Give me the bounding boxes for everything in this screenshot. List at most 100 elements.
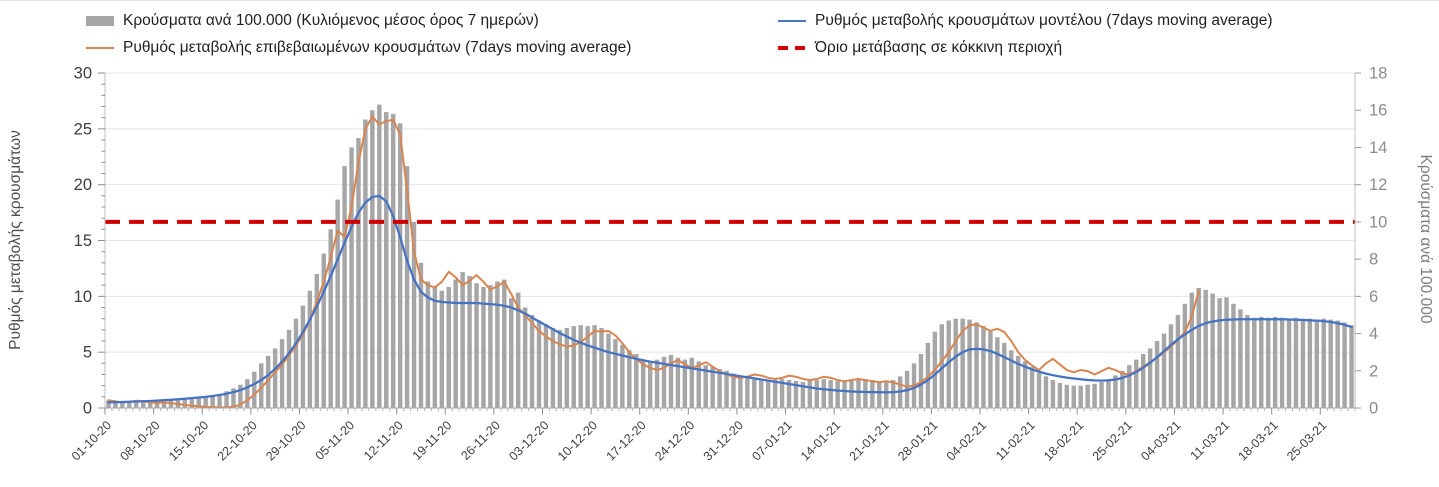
x-tick-label: 29-10-20 [263, 418, 308, 463]
bar [529, 314, 535, 408]
bar [467, 275, 472, 408]
bar [564, 327, 570, 408]
bar [404, 166, 410, 408]
series-line [107, 194, 1353, 404]
bar [1092, 383, 1097, 408]
bar [765, 381, 771, 408]
bar [1106, 379, 1111, 408]
x-tick-label: 14-01-21 [798, 418, 843, 463]
bar [217, 394, 222, 408]
bar [349, 147, 354, 408]
x-tick-label: 18-02-21 [1041, 418, 1086, 463]
bar [265, 355, 271, 408]
bar [1161, 333, 1167, 408]
bar [384, 112, 389, 408]
bar [1134, 359, 1139, 408]
x-tick-label: 01-10-20 [69, 418, 114, 463]
left-tick-label: 0 [83, 400, 92, 418]
bar [1252, 317, 1257, 408]
bar [238, 384, 243, 408]
bar [988, 331, 993, 408]
legend-item-model-rate: Ρυθμός μεταβολής κρουσμάτων μοντέλου (7d… [778, 11, 1273, 31]
bar [1231, 303, 1236, 408]
bar [585, 326, 590, 408]
right-tick-label: 16 [1369, 102, 1387, 120]
bar [1293, 317, 1299, 408]
bar [884, 381, 889, 408]
bar [363, 119, 368, 408]
bar [1349, 325, 1354, 408]
x-tick-label: 31-12-20 [701, 418, 746, 463]
right-tick-label: 4 [1369, 325, 1378, 343]
left-tick-label: 30 [74, 65, 92, 83]
bar [967, 319, 972, 408]
right-tick-label: 12 [1369, 176, 1387, 194]
bar [488, 285, 493, 408]
bar [245, 379, 250, 408]
x-tick-label: 05-11-20 [313, 418, 358, 463]
bar [1182, 303, 1188, 408]
bar [543, 324, 549, 408]
x-tick-label: 19-11-20 [410, 418, 455, 463]
bar [418, 262, 424, 408]
bar [1009, 350, 1014, 408]
bar [1064, 384, 1070, 408]
bar [272, 348, 278, 408]
bar [1300, 318, 1306, 408]
bar [689, 357, 695, 408]
model-rate-line-series [107, 194, 1353, 404]
x-tick-label: 04-03-21 [1138, 418, 1183, 463]
bar [252, 371, 257, 408]
bar [786, 380, 792, 408]
x-tick-label: 21-01-21 [847, 418, 892, 463]
bar [620, 344, 625, 408]
bar [550, 327, 556, 408]
x-tick-label: 12-11-20 [361, 418, 406, 463]
bar [481, 287, 486, 408]
bar [606, 333, 611, 408]
bar [717, 368, 722, 408]
axes [98, 72, 1361, 415]
bar [1113, 375, 1118, 408]
confirmed-rate-line-series [107, 115, 1200, 409]
bar [738, 376, 743, 408]
bar [168, 400, 174, 408]
bar [1321, 318, 1326, 408]
bar [147, 400, 153, 408]
legend-label: Κρούσματα ανά 100.000 (Κυλιόμενος μέσος … [123, 12, 539, 29]
bar [460, 272, 465, 408]
bar [752, 379, 757, 408]
bar [696, 361, 701, 408]
bar [370, 110, 375, 408]
bar [1203, 289, 1208, 408]
bar [682, 359, 688, 408]
x-tick-label: 25-02-21 [1090, 418, 1135, 463]
bar [127, 400, 132, 408]
bar [300, 305, 306, 408]
bar [946, 320, 951, 408]
bar [1120, 370, 1125, 408]
bar [432, 287, 438, 408]
legend-item-red-threshold: Όριο μετάβασης σε κόκκινη περιοχή [778, 38, 1062, 58]
left-tick-label: 5 [83, 344, 92, 362]
bar [745, 378, 750, 408]
bar [710, 367, 715, 408]
bar [953, 318, 958, 408]
bar [120, 401, 125, 408]
x-tick-label: 11-03-21 [1188, 418, 1233, 463]
right-tick-label: 10 [1369, 213, 1387, 231]
bar [182, 399, 188, 408]
bar [286, 329, 292, 408]
line-swatch-icon [778, 20, 806, 22]
x-tick-label: 08-10-20 [117, 418, 162, 463]
bar [793, 381, 799, 408]
bar [1224, 297, 1229, 408]
bar [613, 339, 618, 408]
bar [397, 123, 403, 408]
bar [939, 324, 945, 408]
right-tick-label: 0 [1369, 400, 1378, 418]
x-tick-label: 07-01-21 [749, 418, 794, 463]
bar [842, 381, 847, 408]
